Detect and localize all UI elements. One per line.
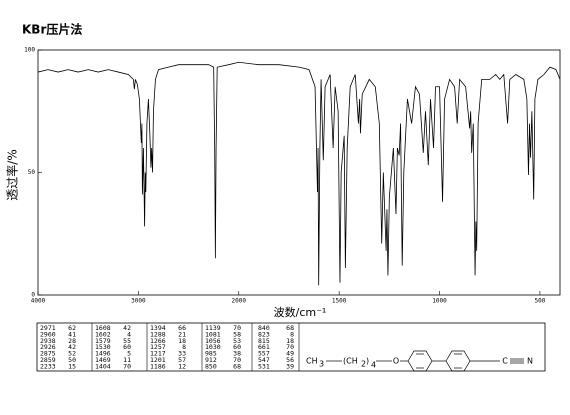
x-tick-label: 1000 xyxy=(432,298,447,305)
table-cell: 840 xyxy=(258,324,270,332)
structure-label: 3 xyxy=(319,360,324,369)
table-cell: 1288 xyxy=(150,330,166,338)
table-cell: 661 xyxy=(258,343,270,351)
y-tick-label: 0 xyxy=(31,292,35,299)
structure xyxy=(326,350,524,372)
table-cell: 1030 xyxy=(205,343,221,351)
x-tick-label: 2000 xyxy=(232,298,247,305)
table-cell: 531 xyxy=(258,362,270,370)
table-cell: 70 xyxy=(233,356,241,364)
table-cell: 15 xyxy=(68,362,76,370)
table-cell: 28 xyxy=(68,337,76,345)
x-tick-label: 3000 xyxy=(131,298,146,305)
table-cell: 1257 xyxy=(150,343,166,351)
table-cell: 2859 xyxy=(40,356,56,364)
table-cell: 33 xyxy=(178,350,186,358)
table-cell: 1081 xyxy=(205,330,221,338)
table-cell: 41 xyxy=(68,330,76,338)
table-cell: 547 xyxy=(258,356,270,364)
chart-title: KBr压片法 xyxy=(22,22,82,37)
table-cell: 38 xyxy=(233,350,241,358)
table-cell: 5 xyxy=(127,350,131,358)
structure-label: O xyxy=(393,357,399,366)
structure-label: (CH xyxy=(343,357,358,366)
table-cell: 2926 xyxy=(40,343,56,351)
table-cell: 60 xyxy=(123,343,131,351)
table-cell: 1186 xyxy=(150,362,166,370)
table-cell: 42 xyxy=(68,343,76,351)
x-axis-label: 波数/cm⁻¹ xyxy=(274,306,327,319)
table-cell: 18 xyxy=(286,337,294,345)
table-cell: 1496 xyxy=(95,350,111,358)
table-cell: 42 xyxy=(123,324,131,332)
spectrum-line xyxy=(37,61,561,286)
table-cell: 985 xyxy=(205,350,217,358)
table-cell: 1608 xyxy=(95,324,111,332)
x-tick-label: 4000 xyxy=(31,298,46,305)
table-cell: 823 xyxy=(258,330,270,338)
table-cell: 58 xyxy=(233,330,241,338)
table-frame xyxy=(36,322,546,372)
table-cell: 55 xyxy=(123,337,131,345)
table-cell: 1056 xyxy=(205,337,221,345)
structure-label: ) xyxy=(366,357,369,366)
x-tick-label: 500 xyxy=(535,298,546,305)
table-cell: 1579 xyxy=(95,337,111,345)
table-cell: 1404 xyxy=(95,362,111,370)
table-cell: 21 xyxy=(178,330,186,338)
table-cell: 57 xyxy=(178,356,186,364)
table-cell: 557 xyxy=(258,350,270,358)
table-cell: 815 xyxy=(258,337,270,345)
table-cell: 18 xyxy=(178,337,186,345)
table-cell: 70 xyxy=(123,362,131,370)
table-cell: 2938 xyxy=(40,337,56,345)
table-cell: 1139 xyxy=(205,324,221,332)
table-cell: 56 xyxy=(286,356,294,364)
table-cell: 1217 xyxy=(150,350,166,358)
table-cell: 1394 xyxy=(150,324,166,332)
table-cell: 70 xyxy=(233,324,241,332)
table-cell: 1266 xyxy=(150,337,166,345)
table-cell: 2960 xyxy=(40,330,56,338)
y-tick-label: 100 xyxy=(24,47,35,54)
table-dividers xyxy=(91,323,300,371)
structure-label: 2 xyxy=(361,360,366,369)
table-cell: 1469 xyxy=(95,356,111,364)
structure-label: 4 xyxy=(371,361,376,370)
table-cell: 1530 xyxy=(95,343,111,351)
table-cell: 70 xyxy=(286,343,294,351)
table-cell: 2971 xyxy=(40,324,56,332)
table-cell: 68 xyxy=(233,362,241,370)
table-cell: 2875 xyxy=(40,350,56,358)
x-tick-label: 1500 xyxy=(332,298,347,305)
table-cell: 8 xyxy=(290,330,294,338)
structure-label: CH xyxy=(306,357,318,366)
structure-label: C xyxy=(502,357,508,366)
y-axis-label: 透过率/% xyxy=(5,149,20,200)
table-cell: 49 xyxy=(286,350,294,358)
y-tick-label: 50 xyxy=(28,169,36,176)
plot-frame xyxy=(37,49,561,296)
table-cell: 68 xyxy=(286,324,294,332)
table-cell: 2233 xyxy=(40,362,56,370)
table-cell: 1602 xyxy=(95,330,111,338)
table-cell: 11 xyxy=(123,356,131,364)
table-cell: 62 xyxy=(68,324,76,332)
table-cell: 39 xyxy=(286,362,294,370)
table-cell: 50 xyxy=(68,356,76,364)
table-cell: 4 xyxy=(127,330,131,338)
structure-label: N xyxy=(527,357,533,366)
table-cell: 66 xyxy=(178,324,186,332)
table-cell: 60 xyxy=(233,343,241,351)
table-cell: 912 xyxy=(205,356,217,364)
table-cell: 12 xyxy=(178,362,186,370)
table-cell: 850 xyxy=(205,362,217,370)
table-cell: 52 xyxy=(68,350,76,358)
table-cell: 1201 xyxy=(150,356,166,364)
table-cell: 8 xyxy=(182,343,186,351)
table-cell: 53 xyxy=(233,337,241,345)
